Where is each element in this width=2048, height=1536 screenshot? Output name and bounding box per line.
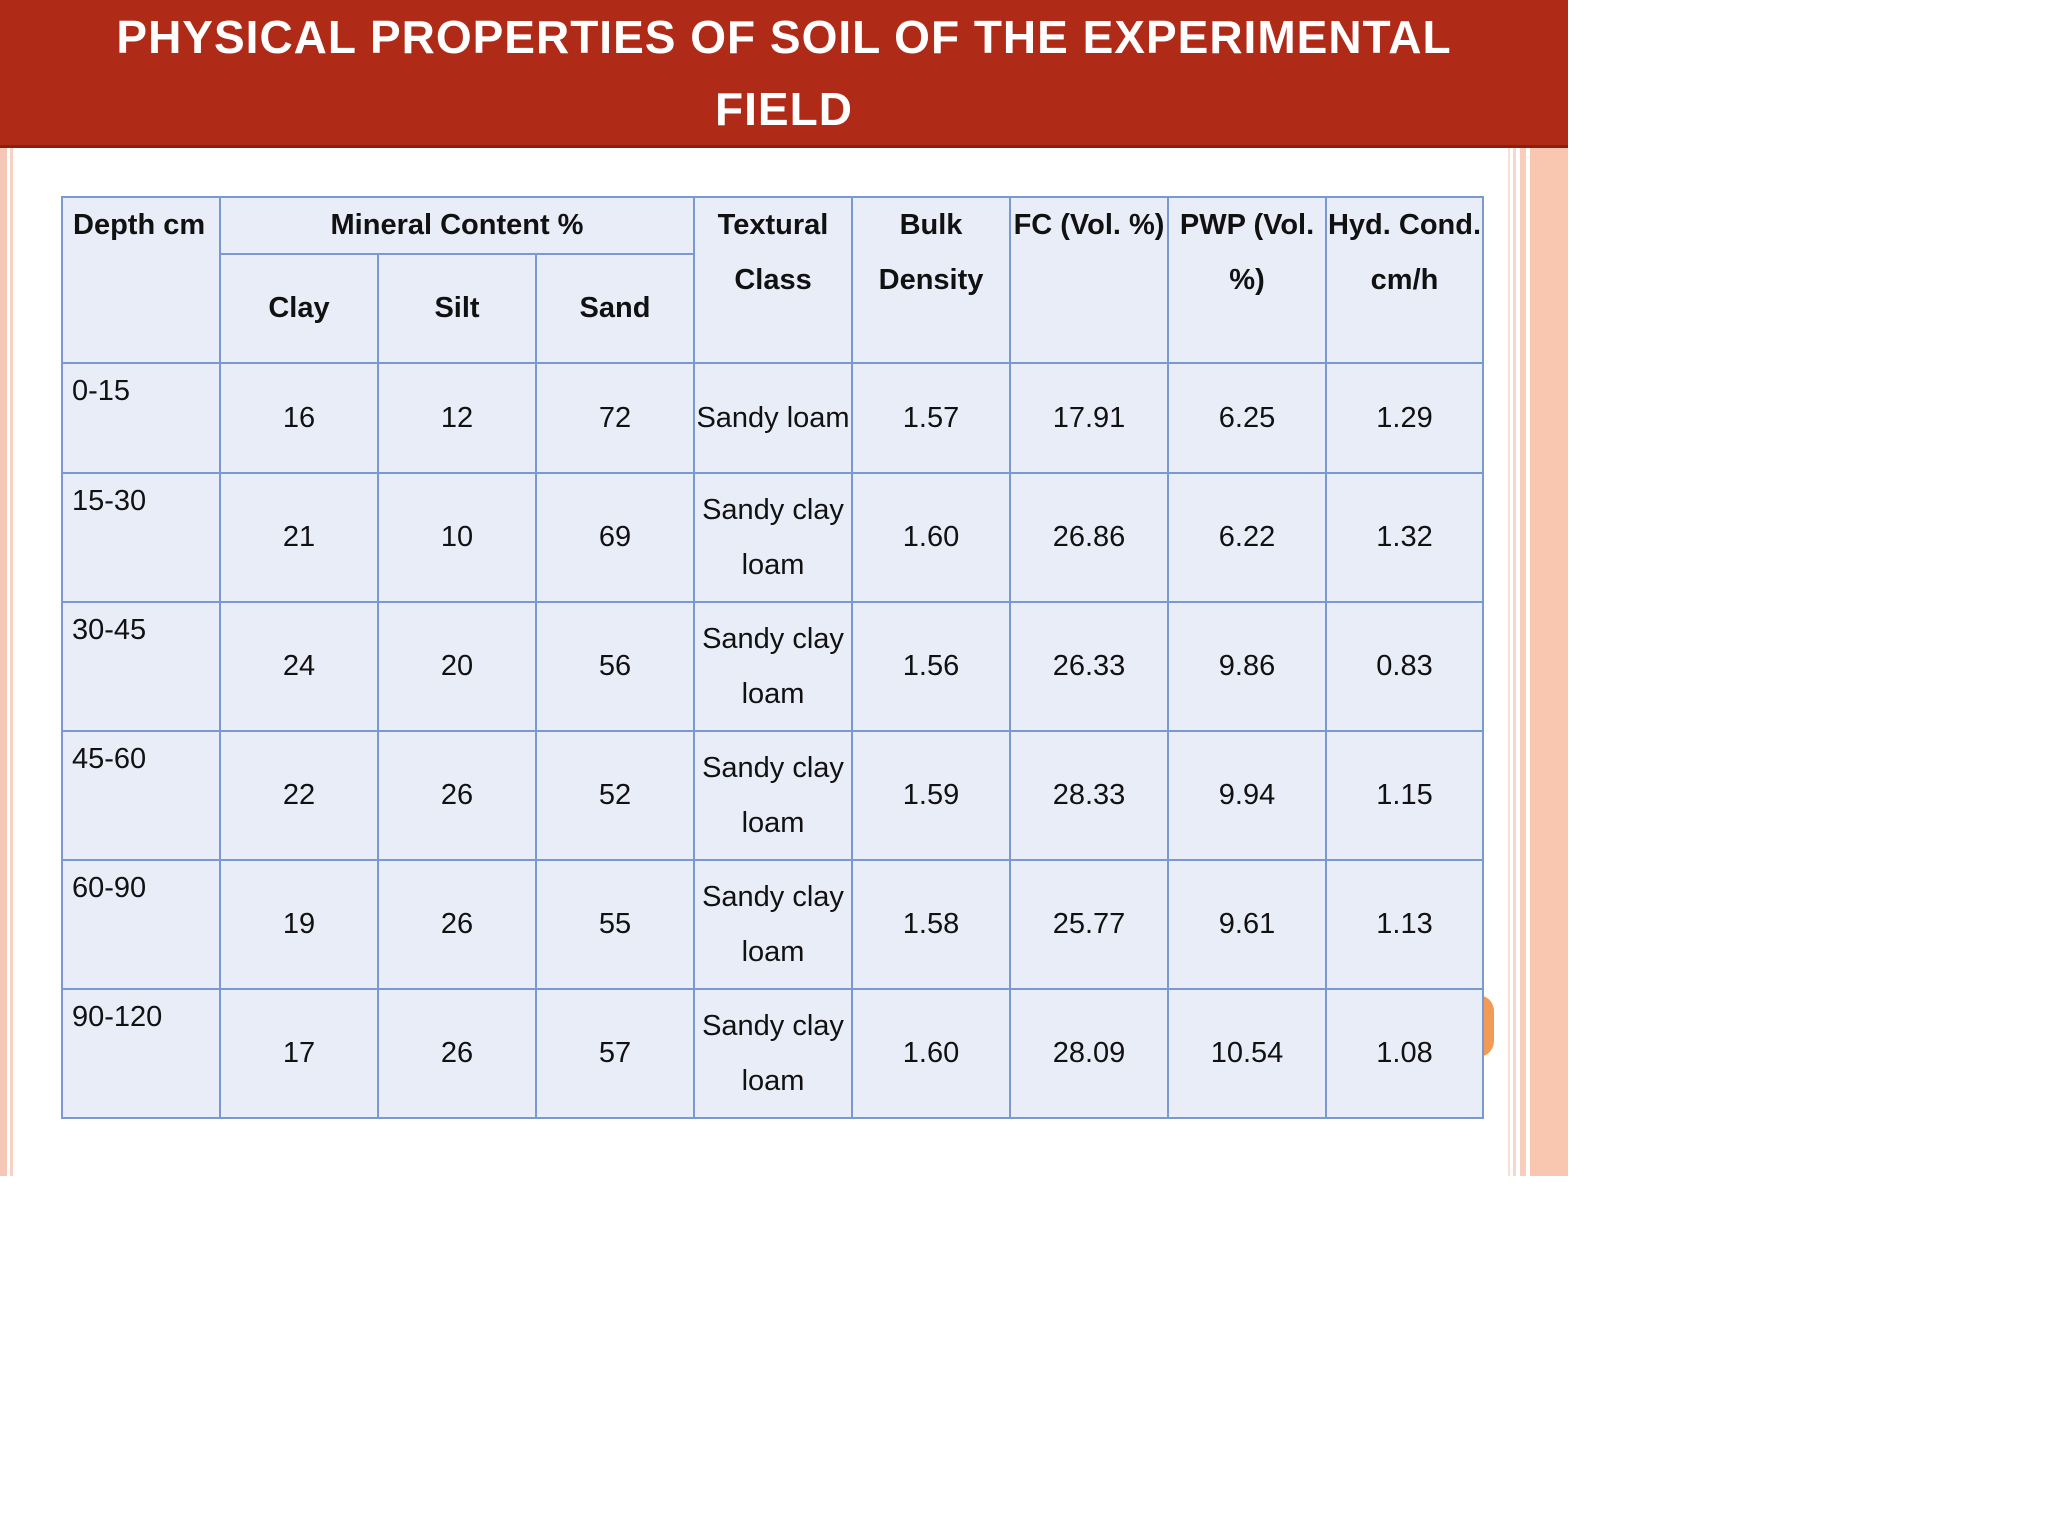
header-bulk-density: Bulk Density [851, 196, 1012, 364]
table-row: 90-120 17 26 57 Sandy clay loam 1.60 28.… [61, 988, 1485, 1119]
cell-pwp: 6.22 [1167, 472, 1328, 603]
cell-hyd-cond: 0.83 [1325, 601, 1485, 732]
cell-texture: Sandy clay loam [693, 859, 854, 990]
header-textural-class: Textural Class [693, 196, 854, 364]
cell-bulk-density: 1.57 [851, 362, 1012, 474]
header-mineral-content: Mineral Content % [218, 196, 696, 255]
cell-texture: Sandy clay loam [693, 730, 854, 861]
cell-hyd-cond: 1.32 [1325, 472, 1485, 603]
header-silt: Silt [377, 253, 537, 364]
cell-sand: 56 [534, 601, 696, 732]
cell-fc: 28.09 [1009, 988, 1170, 1119]
title-bar: PHYSICAL PROPERTIES OF SOIL OF THE EXPER… [0, 0, 1568, 148]
right-decorative-stripe [1530, 148, 1568, 1176]
cell-hyd-cond: 1.13 [1325, 859, 1485, 990]
cell-depth: 60-90 [61, 859, 221, 990]
cell-silt: 20 [377, 601, 537, 732]
cell-fc: 17.91 [1009, 362, 1170, 474]
soil-properties-table: Depth cm Mineral Content % Textural Clas… [61, 196, 1485, 1119]
slide-title: PHYSICAL PROPERTIES OF SOIL OF THE EXPER… [116, 10, 1452, 135]
cell-bulk-density: 1.59 [851, 730, 1012, 861]
cell-sand: 55 [534, 859, 696, 990]
cell-fc: 25.77 [1009, 859, 1170, 990]
table-row: 0-15 16 12 72 Sandy loam 1.57 17.91 6.25… [61, 362, 1485, 474]
cell-depth: 30-45 [61, 601, 221, 732]
cell-silt: 26 [377, 988, 537, 1119]
cell-depth: 15-30 [61, 472, 221, 603]
cell-fc: 26.86 [1009, 472, 1170, 603]
cell-clay: 22 [219, 730, 379, 861]
cell-texture: Sandy clay loam [693, 472, 854, 603]
cell-texture: Sandy clay loam [693, 988, 854, 1119]
cell-clay: 19 [219, 859, 379, 990]
cell-silt: 26 [377, 859, 537, 990]
header-clay: Clay [219, 253, 379, 364]
cell-bulk-density: 1.60 [851, 472, 1012, 603]
cell-pwp: 10.54 [1167, 988, 1328, 1119]
cell-pwp: 6.25 [1167, 362, 1328, 474]
cell-fc: 26.33 [1009, 601, 1170, 732]
cell-bulk-density: 1.58 [851, 859, 1012, 990]
right-decorative-stripe-2 [1520, 148, 1526, 1176]
header-sand: Sand [534, 253, 696, 364]
cell-texture: Sandy clay loam [693, 601, 854, 732]
header-hyd-cond: Hyd. Cond. cm/h [1325, 196, 1485, 364]
cell-depth: 45-60 [61, 730, 221, 861]
right-decorative-stripe-3 [1513, 148, 1516, 1176]
table-row: 30-45 24 20 56 Sandy clay loam 1.56 26.3… [61, 601, 1485, 732]
cell-sand: 52 [534, 730, 696, 861]
header-depth: Depth cm [61, 196, 221, 364]
cell-sand: 57 [534, 988, 696, 1119]
cell-sand: 72 [534, 362, 696, 474]
cell-pwp: 9.86 [1167, 601, 1328, 732]
header-fc: FC (Vol. %) [1009, 196, 1170, 364]
cell-pwp: 9.61 [1167, 859, 1328, 990]
cell-clay: 16 [219, 362, 379, 474]
left-decorative-stripe-thin [10, 148, 13, 1176]
cell-fc: 28.33 [1009, 730, 1170, 861]
cell-hyd-cond: 1.15 [1325, 730, 1485, 861]
table-row: 45-60 22 26 52 Sandy clay loam 1.59 28.3… [61, 730, 1485, 861]
cell-bulk-density: 1.60 [851, 988, 1012, 1119]
table-row: 15-30 21 10 69 Sandy clay loam 1.60 26.8… [61, 472, 1485, 603]
cell-clay: 24 [219, 601, 379, 732]
cell-silt: 12 [377, 362, 537, 474]
cell-pwp: 9.94 [1167, 730, 1328, 861]
cell-clay: 17 [219, 988, 379, 1119]
cell-silt: 10 [377, 472, 537, 603]
header-pwp: PWP (Vol. %) [1167, 196, 1328, 364]
left-decorative-stripe [0, 148, 7, 1176]
cell-depth: 90-120 [61, 988, 221, 1119]
right-decorative-stripe-4 [1508, 148, 1510, 1176]
table-row: 60-90 19 26 55 Sandy clay loam 1.58 25.7… [61, 859, 1485, 990]
cell-silt: 26 [377, 730, 537, 861]
cell-texture: Sandy loam [693, 362, 854, 474]
cell-hyd-cond: 1.29 [1325, 362, 1485, 474]
cell-bulk-density: 1.56 [851, 601, 1012, 732]
cell-sand: 69 [534, 472, 696, 603]
cell-clay: 21 [219, 472, 379, 603]
cell-depth: 0-15 [61, 362, 221, 474]
cell-hyd-cond: 1.08 [1325, 988, 1485, 1119]
